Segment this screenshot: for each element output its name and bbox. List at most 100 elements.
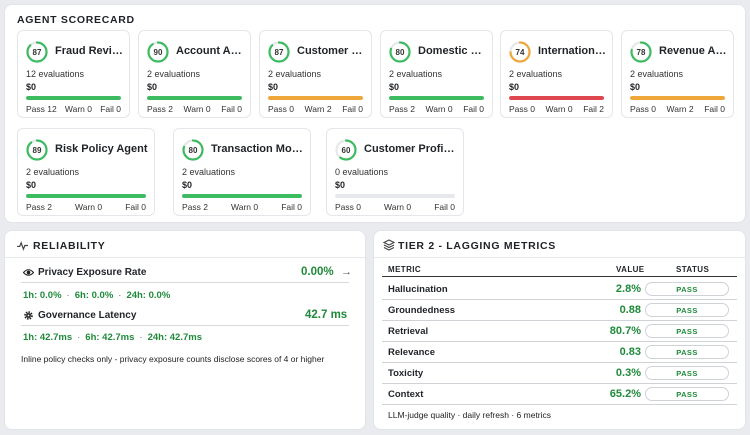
metric-value: 65.2% <box>609 388 641 400</box>
score-ring-icon <box>509 41 531 63</box>
evaluation-count: 0 evaluations <box>335 167 389 177</box>
table-row: Groundedness 0.88 PASS <box>382 300 737 321</box>
governance-latency-label: Governance Latency <box>38 310 137 321</box>
separator-dot: · <box>508 410 517 420</box>
pass-count: Pass 2 <box>147 104 173 114</box>
agent-name: International Transfer Agent <box>538 45 606 57</box>
result-counts: Pass 2 Warn 0 Fail 0 <box>147 104 242 114</box>
agent-card[interactable]: 78 Revenue Agent 2 evaluations $0 Pass 0… <box>621 30 734 118</box>
fail-count: Fail 0 <box>221 104 242 114</box>
privacy-exposure-value: 0.00% <box>301 266 334 278</box>
score-ring-icon <box>630 41 652 63</box>
result-counts: Pass 0 Warn 2 Fail 0 <box>268 104 363 114</box>
table-row: Retrieval 80.7% PASS <box>382 321 737 342</box>
agent-score: 87 <box>274 47 284 57</box>
latency-24h: 24h: 42.7ms <box>147 332 202 343</box>
fail-count: Fail 0 <box>434 202 455 212</box>
result-bar-fill <box>509 96 604 100</box>
agent-name: Transaction Monitoring Agent <box>211 143 304 155</box>
table-row: Hallucination 2.8% PASS <box>382 279 737 300</box>
agent-cost: $0 <box>630 82 641 92</box>
agent-cost: $0 <box>389 82 400 92</box>
pass-count: Pass 0 <box>268 104 294 114</box>
agent-card[interactable]: 87 Fraud Review Agent 12 evaluations $0 … <box>17 30 130 118</box>
agent-cost: $0 <box>182 180 193 190</box>
agent-card[interactable]: 80 Domestic Transfer Agent 2 evaluations… <box>380 30 493 118</box>
separator-dot: · <box>455 410 463 420</box>
pass-count: Pass 0 <box>509 104 535 114</box>
result-bar <box>182 194 302 198</box>
status-badge: PASS <box>645 282 729 296</box>
score-ring-icon <box>182 139 204 161</box>
result-bar <box>630 96 725 100</box>
latency-windows: 1h: 42.7ms · 6h: 42.7ms · 24h: 42.7ms <box>23 332 202 343</box>
privacy-24h: 24h: 0.0% <box>126 290 171 301</box>
agent-name: Account Agent <box>176 45 244 57</box>
divider <box>5 257 365 258</box>
metric-name: Toxicity <box>388 368 424 379</box>
pulse-icon <box>17 241 28 251</box>
result-bar-fill <box>182 194 302 198</box>
warn-count: Warn 0 <box>75 202 103 212</box>
privacy-exposure-label: Privacy Exposure Rate <box>38 267 147 278</box>
separator-dot: · <box>139 332 143 343</box>
agent-score: 87 <box>32 47 42 57</box>
footer-refresh: daily refresh <box>462 410 509 420</box>
evaluation-count: 12 evaluations <box>26 69 85 79</box>
result-bar <box>509 96 604 100</box>
pass-count: Pass 0 <box>630 104 656 114</box>
footer-count: 6 metrics <box>516 410 552 420</box>
privacy-windows: 1h: 0.0% · 6h: 0.0% · 24h: 0.0% <box>23 290 170 301</box>
agent-score: 80 <box>188 145 198 155</box>
result-counts: Pass 0 Warn 0 Fail 0 <box>335 202 455 212</box>
table-row: Toxicity 0.3% PASS <box>382 363 737 384</box>
agent-cost: $0 <box>26 82 37 92</box>
pass-count: Pass 12 <box>26 104 57 114</box>
metric-value: 80.7% <box>609 325 641 337</box>
agent-name: Fraud Review Agent <box>55 45 123 57</box>
table-row: Relevance 0.83 PASS <box>382 342 737 363</box>
agent-card[interactable]: 60 Customer Profile Agent 0 evaluations … <box>326 128 464 216</box>
agent-score: 78 <box>636 47 646 57</box>
result-bar-fill <box>26 194 146 198</box>
agent-card[interactable]: 74 International Transfer Agent 2 evalua… <box>500 30 613 118</box>
metric-name: Relevance <box>388 347 436 358</box>
latency-1h: 1h: 42.7ms <box>23 332 73 343</box>
result-counts: Pass 0 Warn 2 Fail 0 <box>630 104 725 114</box>
score-ring-icon <box>268 41 290 63</box>
result-bar <box>26 194 146 198</box>
agent-card[interactable]: 87 Customer Experience Agent 2 evaluatio… <box>259 30 372 118</box>
metric-value: 0.83 <box>619 346 641 358</box>
agent-name: Domestic Transfer Agent <box>418 45 486 57</box>
arrow-right-icon[interactable]: → <box>341 266 352 278</box>
score-ring-icon <box>389 41 411 63</box>
score-ring-icon <box>26 41 48 63</box>
agent-card[interactable]: 80 Transaction Monitoring Agent 2 evalua… <box>173 128 311 216</box>
metric-name: Groundedness <box>388 305 456 316</box>
warn-count: Warn 0 <box>231 202 259 212</box>
pass-count: Pass 2 <box>182 202 208 212</box>
result-counts: Pass 2 Warn 0 Fail 0 <box>26 202 146 212</box>
privacy-6h: 6h: 0.0% <box>74 290 114 301</box>
score-ring-icon <box>335 139 357 161</box>
result-bar-fill <box>630 96 725 100</box>
metric-name: Context <box>388 389 424 400</box>
evaluation-count: 2 evaluations <box>389 69 443 79</box>
divider <box>374 257 745 258</box>
result-bar-fill <box>147 96 242 100</box>
status-badge: PASS <box>645 303 729 317</box>
agent-card[interactable]: 90 Account Agent 2 evaluations $0 Pass 2… <box>138 30 251 118</box>
tier2-footer: LLM-judge quality · daily refresh · 6 me… <box>388 410 551 420</box>
metric-value: 0.3% <box>615 367 641 379</box>
table-row: Context 65.2% PASS <box>382 384 737 405</box>
evaluation-count: 2 evaluations <box>147 69 201 79</box>
result-counts: Pass 12 Warn 0 Fail 0 <box>26 104 121 114</box>
privacy-1h: 1h: 0.0% <box>23 290 62 301</box>
agent-card[interactable]: 89 Risk Policy Agent 2 evaluations $0 Pa… <box>17 128 155 216</box>
result-bar-fill <box>389 96 484 100</box>
status-badge: PASS <box>645 366 729 380</box>
pass-count: Pass 2 <box>26 202 52 212</box>
result-counts: Pass 0 Warn 0 Fail 2 <box>509 104 604 114</box>
result-bar <box>147 96 242 100</box>
metric-value: 2.8% <box>615 283 641 295</box>
